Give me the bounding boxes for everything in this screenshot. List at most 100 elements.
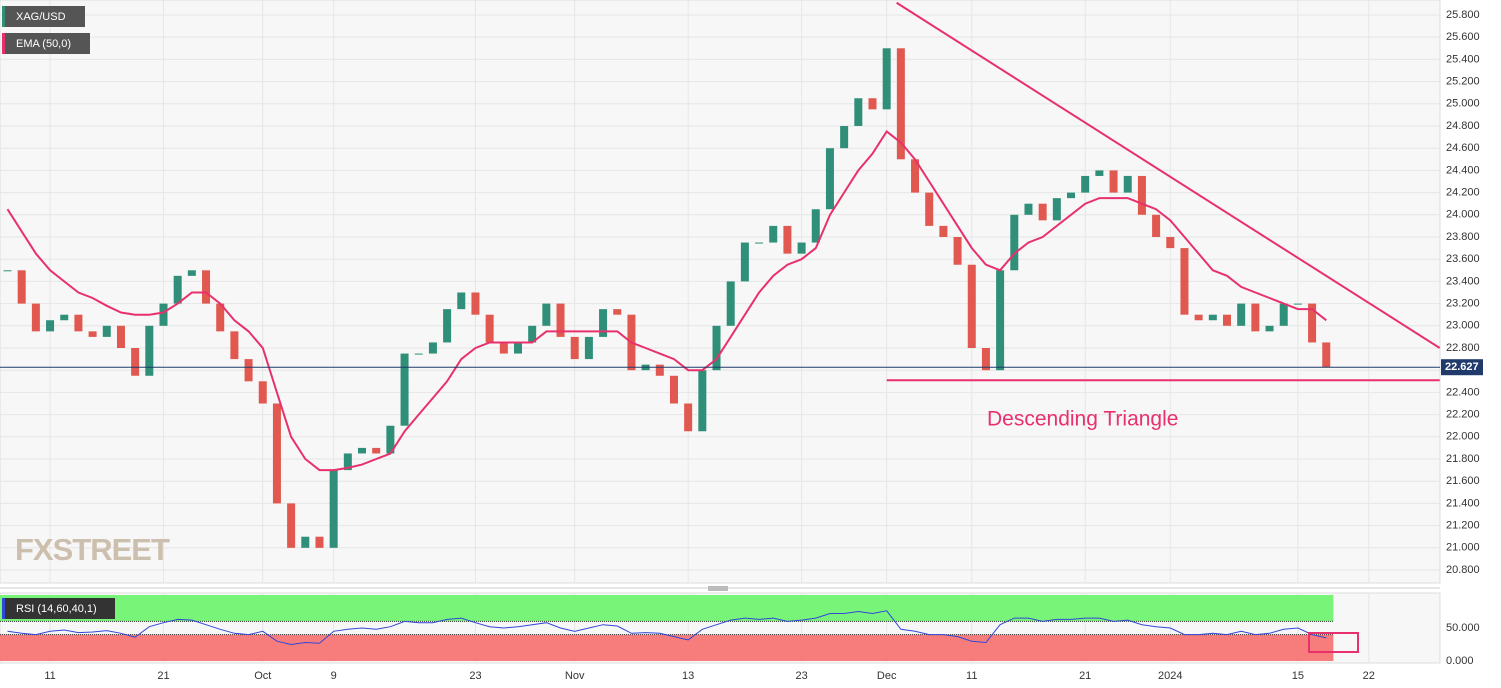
trendline xyxy=(896,1,1441,349)
resize-handle[interactable] xyxy=(708,586,728,591)
candle xyxy=(1010,214,1019,271)
legend-rsi: RSI (14,60,40,1) xyxy=(2,598,115,619)
candle xyxy=(797,242,806,254)
candle xyxy=(428,342,437,354)
legend-label: RSI (14,60,40,1) xyxy=(16,603,97,615)
candle xyxy=(854,98,863,126)
candle xyxy=(3,270,12,272)
candle xyxy=(102,325,111,337)
y-tick-label: 23.800 xyxy=(1446,231,1480,243)
y-tick-label: 22.000 xyxy=(1446,431,1480,443)
candle xyxy=(287,503,296,548)
y-tick-label: 23.200 xyxy=(1446,298,1480,310)
candle xyxy=(74,314,83,332)
y-tick-label: 25.800 xyxy=(1446,9,1480,21)
candle xyxy=(145,325,154,376)
candle xyxy=(996,270,1005,371)
x-tick-label: Oct xyxy=(254,670,271,682)
candle xyxy=(1152,214,1161,237)
candle xyxy=(967,264,976,349)
price-panel xyxy=(0,0,1441,584)
watermark: FXSTREET xyxy=(15,532,170,567)
candle xyxy=(17,270,26,304)
x-tick-label: 13 xyxy=(682,670,694,682)
candle xyxy=(1166,236,1175,249)
x-tick-label: 23 xyxy=(469,670,481,682)
candle xyxy=(159,303,168,326)
candle xyxy=(1208,314,1217,321)
candle xyxy=(1024,203,1033,215)
candle xyxy=(712,325,721,371)
candle xyxy=(599,309,608,337)
x-tick-label: 11 xyxy=(44,670,55,682)
candle xyxy=(131,348,140,376)
candle xyxy=(1095,170,1104,176)
candle xyxy=(187,270,196,276)
candle xyxy=(31,303,40,332)
legend-box xyxy=(2,6,85,27)
candle xyxy=(825,148,834,210)
candle xyxy=(471,292,480,315)
candle xyxy=(868,98,877,110)
candle xyxy=(570,336,579,360)
candle xyxy=(981,348,990,371)
y-tick-label: 21.800 xyxy=(1446,453,1480,465)
candle xyxy=(1322,342,1331,368)
y-tick-label: 21.000 xyxy=(1446,542,1480,554)
candle xyxy=(1194,314,1203,321)
x-tick-label: 2024 xyxy=(1158,670,1182,682)
candle xyxy=(244,359,253,382)
candle xyxy=(457,292,466,310)
candle xyxy=(911,159,920,193)
legend-label: XAG/USD xyxy=(16,11,66,23)
y-tick-label: 23.600 xyxy=(1446,253,1480,265)
candle xyxy=(613,309,622,315)
y-tick-label: 23.400 xyxy=(1446,275,1480,287)
candle xyxy=(755,242,764,244)
candle xyxy=(939,225,948,237)
candle xyxy=(1067,192,1076,199)
y-tick-label: 20.800 xyxy=(1446,564,1480,576)
y-tick-label: 22.200 xyxy=(1446,409,1480,421)
last-price-box xyxy=(1441,359,1483,376)
candle xyxy=(740,242,749,282)
y-tick-label: 24.200 xyxy=(1446,187,1480,199)
rsi-band xyxy=(0,595,1334,622)
x-tick-label: 23 xyxy=(795,670,807,682)
candle xyxy=(343,453,352,471)
rsi-band xyxy=(0,634,1334,661)
y-tick-label: 24.000 xyxy=(1446,209,1480,221)
candle xyxy=(528,325,537,343)
candle xyxy=(811,209,820,243)
candle xyxy=(485,314,494,343)
legend-swatch xyxy=(2,598,5,619)
candle xyxy=(1052,198,1061,221)
legend-label: EMA (50,0) xyxy=(16,38,71,50)
ema-line xyxy=(6,130,1327,472)
legend-box xyxy=(2,33,90,54)
x-tick-label: 21 xyxy=(1079,670,1091,682)
candle xyxy=(258,381,267,404)
candle xyxy=(372,447,381,454)
annotation: Descending Triangle xyxy=(987,408,1178,431)
candle xyxy=(1222,314,1231,326)
candle xyxy=(1038,203,1047,221)
y-tick-label: 25.600 xyxy=(1446,31,1480,43)
x-tick-label: 9 xyxy=(331,670,337,682)
candle xyxy=(1137,175,1146,215)
highlight-box xyxy=(1308,632,1359,653)
candle xyxy=(684,403,693,432)
candle xyxy=(840,125,849,149)
x-tick-label: 11 xyxy=(966,670,977,682)
candle xyxy=(216,303,225,332)
y-tick-label: 25.000 xyxy=(1446,98,1480,110)
candle xyxy=(202,270,211,304)
candle xyxy=(655,364,664,376)
legend-swatch xyxy=(2,33,5,54)
candle xyxy=(400,353,409,426)
x-tick-label: 21 xyxy=(157,670,169,682)
rsi-line xyxy=(7,610,1327,646)
candle xyxy=(230,331,239,360)
y-tick-label: 23.000 xyxy=(1446,320,1480,332)
